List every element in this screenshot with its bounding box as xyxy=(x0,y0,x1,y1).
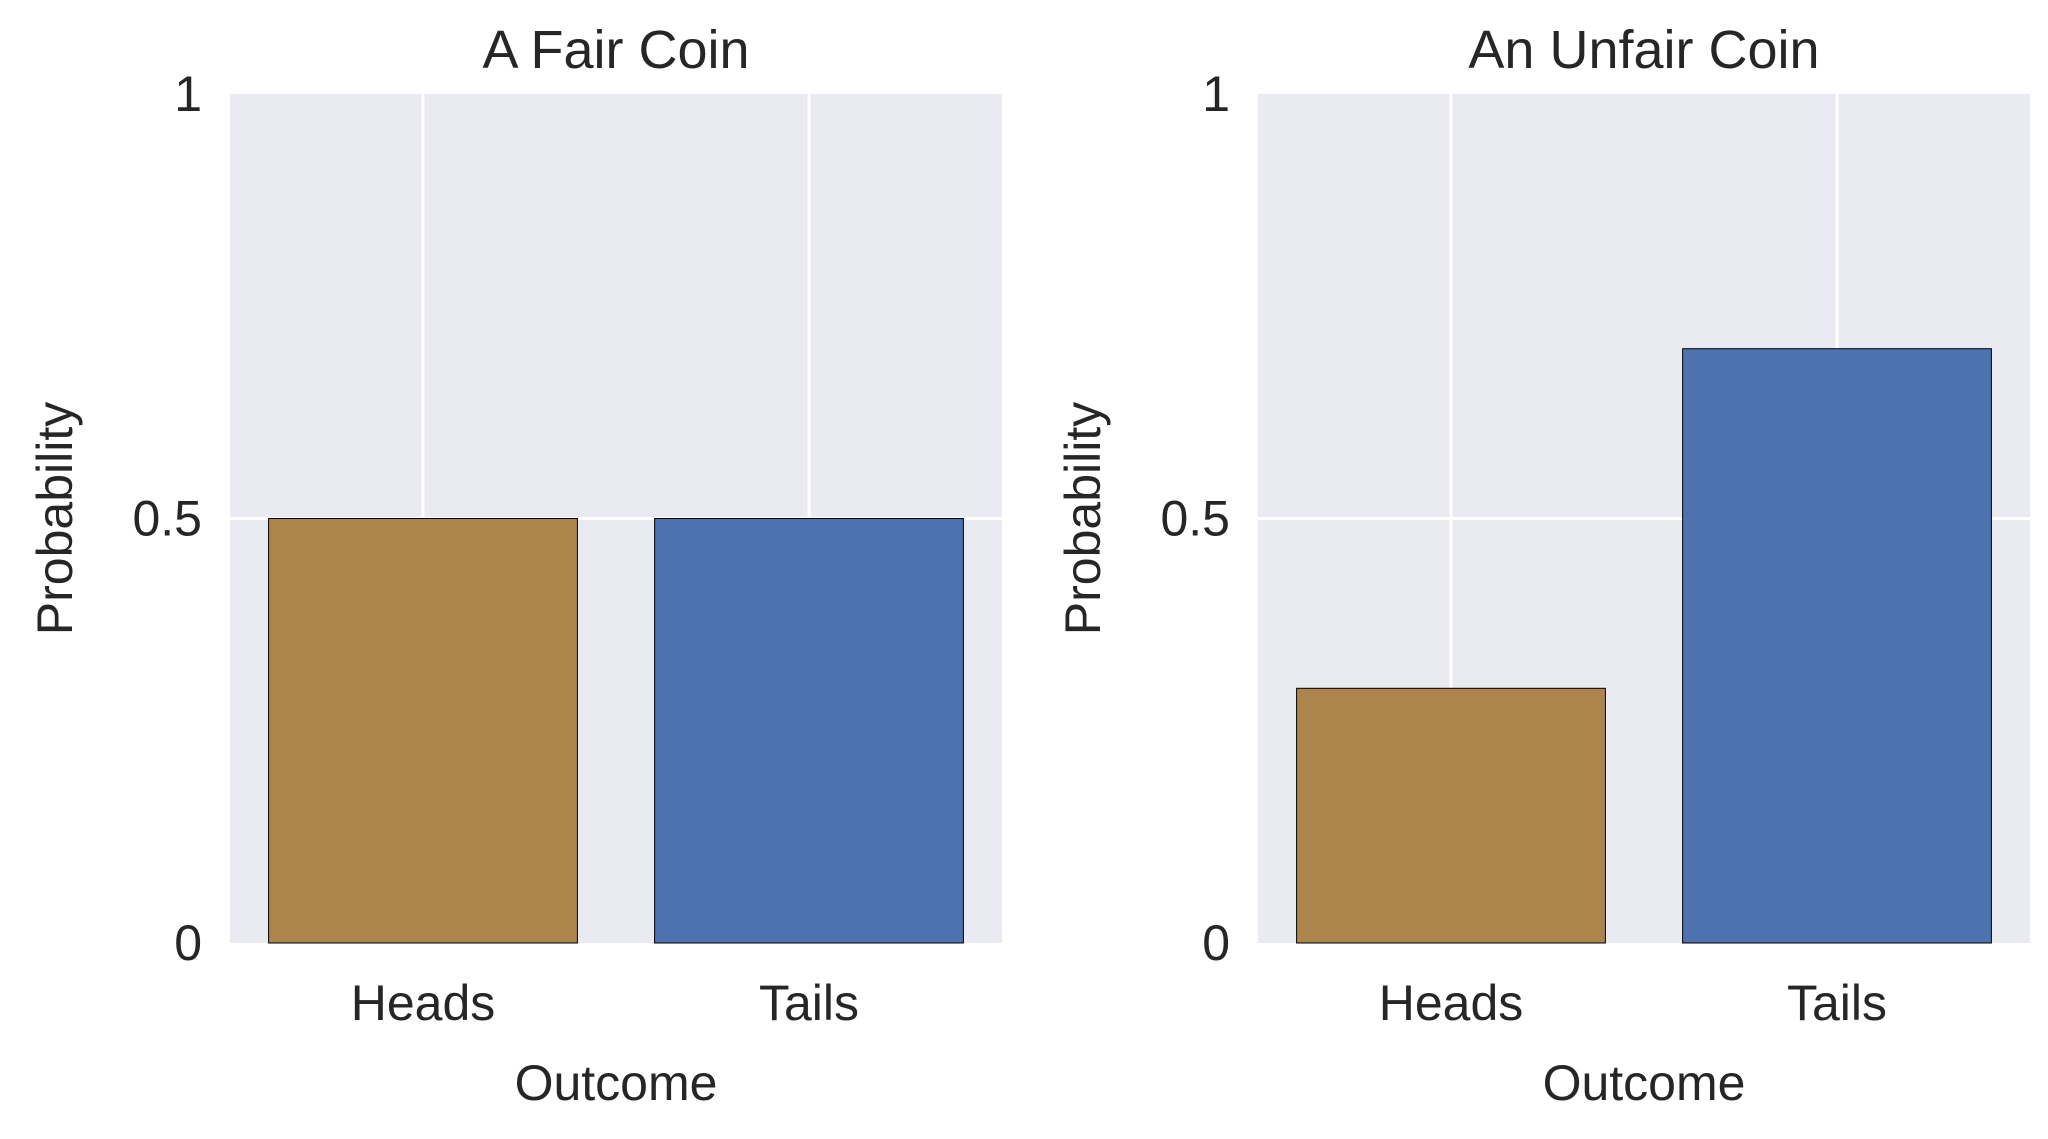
chart-title: A Fair Coin xyxy=(482,20,749,80)
x-tick-label: Heads xyxy=(351,975,496,1031)
y-tick-label: 0 xyxy=(174,915,202,971)
x-axis-label: Outcome xyxy=(1543,1055,1746,1111)
x-axis-label: Outcome xyxy=(515,1055,718,1111)
y-axis-label: Probability xyxy=(27,402,83,635)
chart-title: An Unfair Coin xyxy=(1468,20,1819,80)
x-tick-label: Tails xyxy=(1787,975,1887,1031)
bar-tails xyxy=(654,518,964,944)
y-tick-label: 0 xyxy=(1202,915,1230,971)
y-tick-label: 0.5 xyxy=(132,491,202,547)
x-tick-label: Tails xyxy=(759,975,859,1031)
bar-heads xyxy=(1296,687,1606,944)
x-tick-label: Heads xyxy=(1379,975,1524,1031)
y-axis-label: Probability xyxy=(1055,402,1111,635)
bar-heads xyxy=(268,518,578,944)
y-tick-label: 0.5 xyxy=(1160,491,1230,547)
y-tick-label: 1 xyxy=(174,66,202,122)
y-tick-label: 1 xyxy=(1202,66,1230,122)
bar-tails xyxy=(1682,348,1992,944)
